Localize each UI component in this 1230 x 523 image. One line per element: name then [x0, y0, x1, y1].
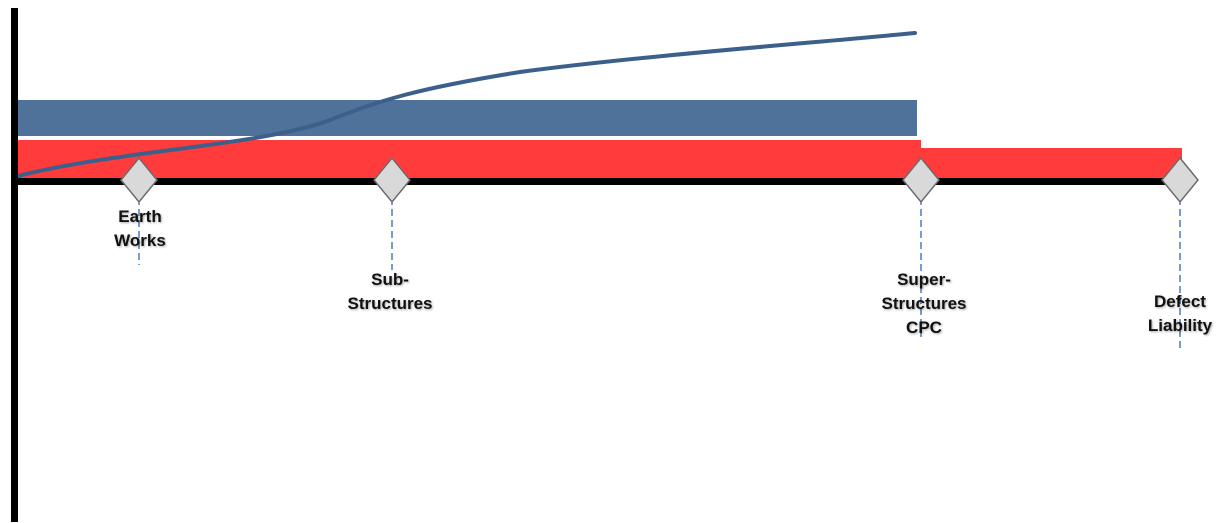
- milestone-label-line: Works: [114, 231, 166, 250]
- vertical-axis: [11, 8, 18, 522]
- milestone-diamond-super-structures: [902, 156, 940, 204]
- milestone-label-line: Liability: [1147, 316, 1213, 335]
- milestone-label-sub-structures: Sub- Structures: [347, 268, 432, 316]
- progress-curve: [16, 31, 917, 178]
- red-bar-defect: [921, 148, 1182, 178]
- milestone-label-defect-liability: Defect Liability: [1148, 290, 1212, 338]
- red-bar-main: [17, 140, 921, 178]
- milestone-label-line: Defect: [1154, 292, 1206, 311]
- milestone-label-earth-works: Earth Works: [114, 205, 166, 253]
- horizontal-axis: [13, 178, 1183, 185]
- milestone-label-line: Sub-: [371, 270, 409, 289]
- milestone-diamond-earth-works: [120, 156, 158, 204]
- milestone-label-line: Structures: [347, 294, 433, 313]
- milestone-diamond-defect-liability: [1161, 156, 1199, 204]
- milestone-diamond-sub-structures: [373, 156, 411, 204]
- milestone-label-super-structures: Super- Structures CPC: [881, 268, 966, 340]
- blue-bar: [17, 100, 917, 136]
- milestone-label-line: Structures: [881, 294, 967, 313]
- milestone-label-line: Earth: [118, 207, 162, 226]
- milestone-label-line: CPC: [906, 318, 942, 337]
- milestone-label-line: Super-: [897, 270, 951, 289]
